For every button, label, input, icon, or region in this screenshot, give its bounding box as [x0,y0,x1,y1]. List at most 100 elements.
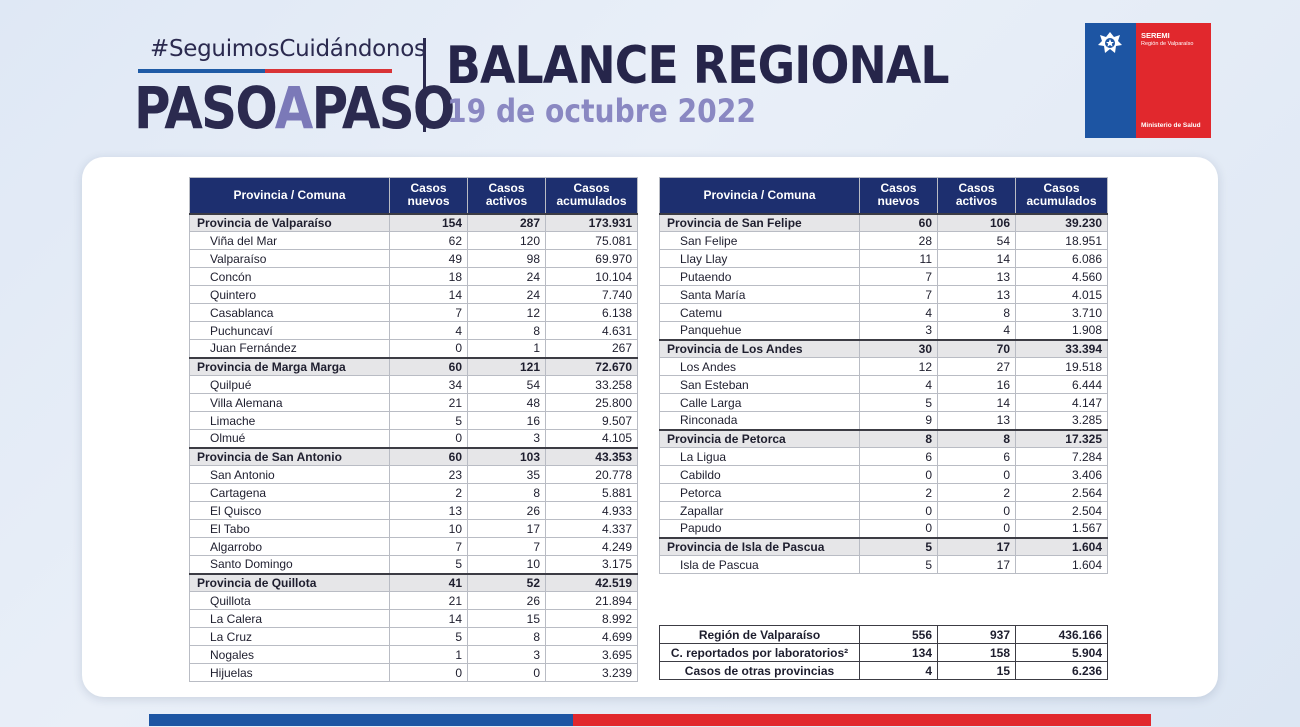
cell-comuna: Provincia de San Felipe [659,212,860,232]
table-row: La Ligua 6 6 7.284 [659,447,1108,466]
paso-word-2: PASO [311,74,456,142]
cell-nuevos: 5 [389,555,468,574]
cell-comuna: Puchuncaví [189,321,390,340]
seremi-logo: SEREMI Región de Valparaíso Ministerio d… [1085,23,1211,138]
cell-acumulados: 19.518 [1015,357,1108,376]
cell-comuna: Olmué [189,429,390,448]
cell-acumulados: 3.406 [1015,465,1108,484]
cell-acumulados: 4.337 [545,519,638,538]
cell-acumulados: 2.564 [1015,483,1108,502]
table-row: San Antonio 23 35 20.778 [189,465,638,484]
table-row: Viña del Mar 62 120 75.081 [189,231,638,250]
cell-nuevos: 0 [389,339,468,358]
cell-comuna: Quintero [189,285,390,304]
cell-comuna: Región de Valparaíso [659,625,860,644]
table-row: Los Andes 12 27 19.518 [659,357,1108,376]
cell-comuna: La Cruz [189,627,390,646]
table-row: Cabildo 0 0 3.406 [659,465,1108,484]
cell-acumulados: 6.236 [1015,661,1108,680]
cell-activos: 106 [937,212,1016,232]
cell-acumulados: 5.904 [1015,643,1108,662]
cell-nuevos: 30 [859,338,938,358]
cell-activos: 4 [937,321,1016,340]
cell-activos: 1 [467,339,546,358]
cell-activos: 98 [467,249,546,268]
cell-acumulados: 8.992 [545,609,638,628]
cell-comuna: Santa María [659,285,860,304]
logo-seremi: SEREMI [1141,31,1170,40]
cell-activos: 13 [937,285,1016,304]
cell-comuna: Valparaíso [189,249,390,268]
cell-acumulados: 17.325 [1015,428,1108,448]
cell-nuevos: 556 [859,625,938,644]
totals-table: Región de Valparaíso 556 937 436.166 C. repo… [659,625,1108,680]
cell-nuevos: 28 [859,231,938,250]
cell-nuevos: 10 [389,519,468,538]
cell-comuna: Llay Llay [659,249,860,268]
cell-acumulados: 21.894 [545,591,638,610]
cell-activos: 120 [467,231,546,250]
cell-nuevos: 5 [859,536,938,556]
cell-acumulados: 5.881 [545,483,638,502]
cell-nuevos: 3 [859,321,938,340]
cell-comuna: Casos de otras provincias [659,661,860,680]
cell-acumulados: 3.175 [545,555,638,574]
cell-comuna: Viña del Mar [189,231,390,250]
province-row: Provincia de Isla de Pascua 5 17 1.604 [659,536,1108,556]
bottom-color-bar [149,714,1151,726]
cell-activos: 937 [937,625,1016,644]
table-row: Panquehue 3 4 1.908 [659,321,1108,340]
cell-comuna: Provincia de Petorca [659,428,860,448]
paso-a-letter: A [274,74,314,142]
cell-acumulados: 1.604 [1015,536,1108,556]
col-header-nuevos: Casos nuevos [389,177,468,214]
cell-comuna: Cartagena [189,483,390,502]
cell-nuevos: 7 [859,285,938,304]
col-header-acumulados: Casos acumulados [1015,177,1108,214]
cell-activos: 12 [467,303,546,322]
cell-activos: 6 [937,447,1016,466]
cell-acumulados: 43.353 [545,446,638,466]
totals-row: C. reportados por laboratorios² 134 158 5.9… [659,643,1108,662]
cell-comuna: San Antonio [189,465,390,484]
cell-acumulados: 25.800 [545,393,638,412]
table-row: Cartagena 2 8 5.881 [189,483,638,502]
table-header-row: Provincia / Comuna Casos nuevos Casos ac… [659,177,1108,214]
cell-acumulados: 7.284 [1015,447,1108,466]
province-row: Provincia de San Antonio 60 103 43.353 [189,446,638,466]
cell-activos: 103 [467,446,546,466]
cell-acumulados: 3.710 [1015,303,1108,322]
table-row: Santo Domingo 5 10 3.175 [189,555,638,574]
cell-activos: 17 [467,519,546,538]
cell-nuevos: 4 [859,661,938,680]
cell-comuna: Villa Alemana [189,393,390,412]
cell-comuna: El Tabo [189,519,390,538]
cell-comuna: Quilpué [189,375,390,394]
cell-acumulados: 7.740 [545,285,638,304]
cell-comuna: San Esteban [659,375,860,394]
header-divider [423,38,426,132]
cell-nuevos: 14 [389,609,468,628]
cell-activos: 13 [937,267,1016,286]
cell-acumulados: 1.908 [1015,321,1108,340]
cell-nuevos: 134 [859,643,938,662]
cell-acumulados: 267 [545,339,638,358]
cell-nuevos: 4 [389,321,468,340]
table-row: El Quisco 13 26 4.933 [189,501,638,520]
cell-acumulados: 2.504 [1015,501,1108,520]
table-row: Valparaíso 49 98 69.970 [189,249,638,268]
table-row: Zapallar 0 0 2.504 [659,501,1108,520]
cell-nuevos: 62 [389,231,468,250]
cell-nuevos: 5 [389,411,468,430]
hashtag: #SeguimosCuidándonos [150,36,426,62]
left-cases-table: Provincia / Comuna Casos nuevos Casos ac… [189,177,638,682]
cell-activos: 13 [937,411,1016,430]
table-row: Algarrobo 7 7 4.249 [189,537,638,556]
table-row: Calle Larga 5 14 4.147 [659,393,1108,412]
table-row: Limache 5 16 9.507 [189,411,638,430]
col-header-activos: Casos activos [937,177,1016,214]
cell-activos: 0 [937,465,1016,484]
cell-activos: 8 [937,303,1016,322]
cell-acumulados: 4.560 [1015,267,1108,286]
cell-acumulados: 1.604 [1015,555,1108,574]
